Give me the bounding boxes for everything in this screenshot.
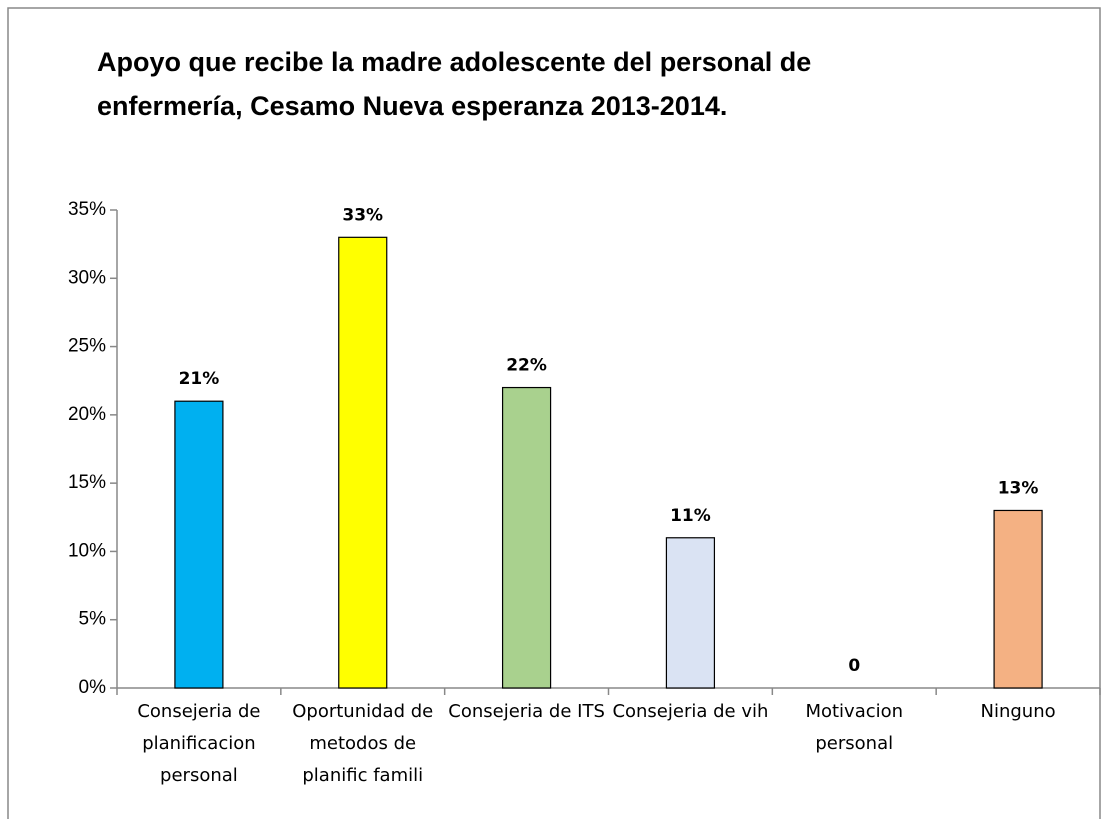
x-tick-label: Motivacion personal xyxy=(805,701,904,754)
y-tick-label: 5% xyxy=(79,609,107,630)
data-label: 33% xyxy=(342,205,383,225)
x-tick-label: Consejeria de planificacion personal xyxy=(137,701,261,786)
y-tick-label: 15% xyxy=(68,472,106,493)
x-tick-label: Consejeria de ITS xyxy=(448,701,605,722)
bar xyxy=(665,537,716,689)
y-tick-label: 25% xyxy=(68,336,106,357)
x-tick-label: Oportunidad de metodos de planific famil… xyxy=(292,701,434,786)
data-label: 21% xyxy=(179,369,220,389)
bar xyxy=(174,400,224,689)
chart-title: Apoyo que recibe la madre adolescente de… xyxy=(97,47,812,121)
x-tick-label-box: Motivacion personal xyxy=(805,701,904,754)
data-label: 13% xyxy=(998,478,1039,498)
data-label: 0 xyxy=(848,656,860,676)
x-tick-label-box: Consejeria de planificacion personal xyxy=(137,701,261,786)
bar xyxy=(338,236,388,689)
y-tick-label: 10% xyxy=(68,540,106,561)
title-box: Apoyo que recibe la madre adolescente de… xyxy=(97,47,812,121)
bar xyxy=(501,386,552,689)
y-tick-label: 35% xyxy=(68,199,106,220)
x-tick-label-box: Consejeria de ITS xyxy=(448,701,605,722)
chart-frame xyxy=(7,7,1101,819)
data-label: 22% xyxy=(506,356,547,376)
y-tick-label: 30% xyxy=(68,267,106,288)
bar xyxy=(993,509,1043,689)
y-tick-label: 0% xyxy=(79,677,107,698)
x-tick-label: Consejeria de vih xyxy=(612,701,769,722)
y-tick-label: 20% xyxy=(68,404,106,425)
x-tick-label-box: Consejeria de vih xyxy=(612,701,769,722)
x-tick-label-box: Ninguno xyxy=(980,701,1056,722)
data-label: 11% xyxy=(670,506,711,526)
x-tick-label: Ninguno xyxy=(980,701,1056,722)
x-tick-label-box: Oportunidad de metodos de planific famil… xyxy=(292,701,434,786)
